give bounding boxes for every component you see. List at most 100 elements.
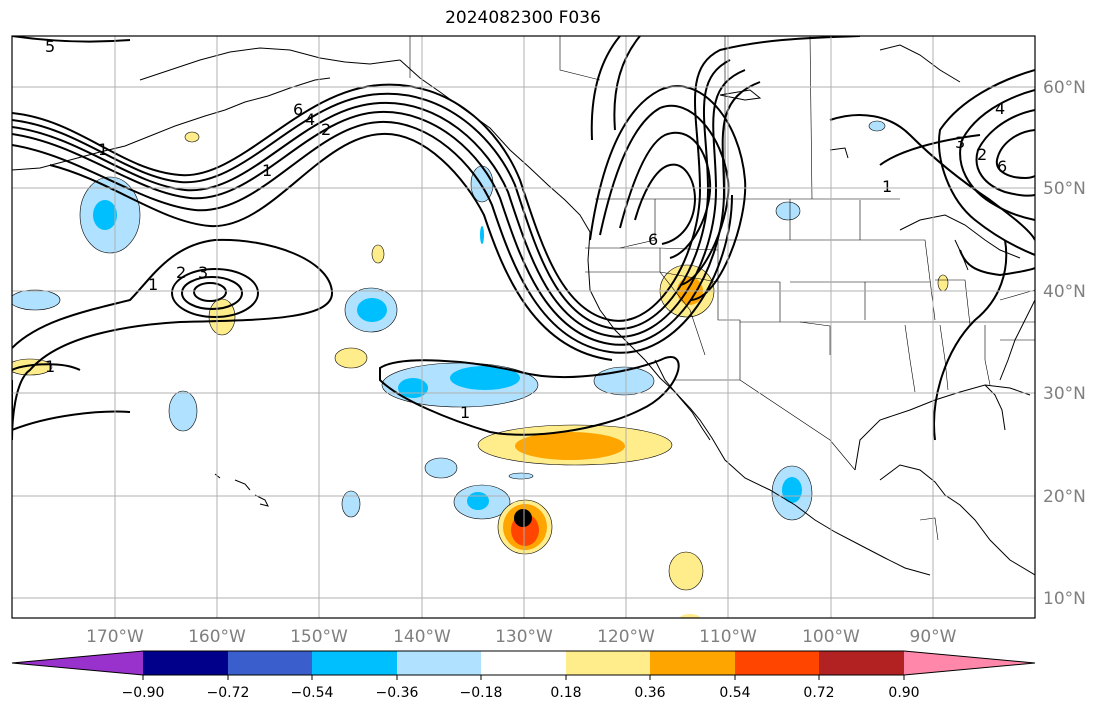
positive-core — [515, 432, 625, 460]
aleutian-coast — [12, 77, 331, 171]
colorbar-tick-label: −0.18 — [460, 685, 503, 701]
gridlines — [12, 36, 1035, 618]
contour-line — [12, 81, 761, 346]
state-border — [740, 321, 831, 355]
negative-region — [168, 390, 198, 432]
lon-tick-label: 110°W — [699, 627, 757, 647]
contour-line — [379, 356, 680, 436]
lon-tick-label: 120°W — [597, 627, 655, 647]
negative-region — [12, 289, 61, 311]
colorbar-segment — [143, 651, 228, 675]
lat-tick-label: 50°N — [1043, 179, 1086, 199]
map-title: 2024082300 F036 — [445, 8, 601, 28]
contour-label: 4 — [305, 110, 315, 129]
colorbar-segment — [735, 651, 819, 675]
contour-line — [613, 36, 641, 131]
negative-core — [93, 200, 117, 230]
contour-labels: 5 6 4 2 1 1 1 2 3 1 1 6 1 3 2 6 4 — [45, 37, 1007, 422]
colorbar-segment — [566, 651, 650, 675]
colorbar-segment — [819, 651, 904, 675]
florida-coast — [984, 384, 1006, 431]
contour-line — [12, 36, 131, 43]
state-border — [999, 289, 1035, 301]
colorbar-tick-label: 0.90 — [888, 685, 919, 701]
lat-tick-label: 30°N — [1043, 384, 1086, 404]
storm-marker — [514, 509, 532, 527]
contour-line — [634, 163, 697, 245]
contour-line — [619, 131, 712, 259]
negative-core — [357, 298, 387, 322]
contour-line — [589, 85, 747, 301]
negative-region — [480, 226, 484, 244]
colorbar-tick-label: −0.72 — [207, 685, 250, 701]
map-border — [11, 35, 1036, 619]
negative-region — [868, 120, 886, 132]
contour-line — [590, 36, 621, 141]
colorbar-segment — [397, 651, 481, 675]
colorbar-ticks — [142, 675, 905, 680]
contour-label: 1 — [460, 403, 470, 422]
contour-line — [193, 282, 227, 302]
contour-label: 1 — [262, 161, 272, 180]
mexico-coast — [879, 464, 1035, 576]
contour-line — [599, 105, 730, 286]
contour-line — [959, 249, 1035, 277]
contour-layer — [12, 36, 1035, 441]
state-border — [984, 325, 991, 386]
state-border — [718, 281, 781, 322]
contour-line — [181, 276, 243, 310]
colorbar-tick-label: 0.72 — [803, 685, 834, 701]
lon-tick-label: 100°W — [802, 627, 860, 647]
positive-region — [334, 347, 368, 369]
negative-region — [775, 201, 801, 221]
contour-label: 2 — [321, 120, 331, 139]
lon-tick-label: 170°W — [86, 627, 144, 647]
lat-tick-label: 60°N — [1043, 78, 1086, 98]
contour-label: 6 — [648, 230, 658, 249]
negative-region — [341, 490, 361, 518]
contour-line — [12, 363, 81, 371]
positive-region — [184, 131, 200, 143]
positive-region — [937, 274, 949, 292]
contour-line — [12, 238, 334, 441]
hawaii-islands — [234, 479, 251, 491]
lat-tick-label: 20°N — [1043, 487, 1086, 507]
contour-line — [959, 89, 1035, 221]
contour-label: 1 — [148, 275, 158, 294]
state-border — [935, 279, 971, 326]
contour-label: 5 — [45, 37, 55, 56]
colorbar-tick-label: 0.36 — [634, 685, 665, 701]
contour-line — [12, 120, 733, 354]
colorbar-tick-label: 0.54 — [719, 685, 750, 701]
contour-label: 3 — [198, 263, 208, 282]
contour-line — [938, 69, 1035, 256]
negative-core — [398, 378, 428, 398]
contour-label: 2 — [176, 263, 186, 282]
colorbar-extend-low — [12, 651, 143, 675]
contour-line — [12, 69, 746, 338]
island — [719, 89, 762, 101]
lon-tick-label: 150°W — [290, 627, 348, 647]
island — [829, 147, 849, 159]
canada-province-border — [809, 36, 813, 200]
contour-label: 4 — [995, 99, 1005, 118]
contour-label: 1 — [882, 177, 892, 196]
canada-province-border — [559, 36, 601, 81]
colorbar-extend-high — [904, 651, 1035, 675]
positive-region — [668, 551, 704, 591]
lon-axis: 170°W 160°W 150°W 140°W 130°W 120°W 110°… — [86, 627, 957, 647]
positive-region — [371, 244, 385, 264]
contour-line — [879, 134, 981, 166]
lon-tick-label: 130°W — [495, 627, 553, 647]
colorbar-segment — [228, 651, 312, 675]
central-america-border — [919, 517, 939, 541]
lon-tick-label: 160°W — [188, 627, 246, 647]
contour-label: 6 — [997, 157, 1007, 176]
colorbar-tick-label: −0.90 — [122, 685, 165, 701]
colorbar-segment — [481, 651, 566, 675]
negative-region — [508, 472, 534, 480]
contour-label: 6 — [293, 100, 303, 119]
contour-line — [975, 109, 1035, 197]
contour-line — [171, 268, 259, 318]
